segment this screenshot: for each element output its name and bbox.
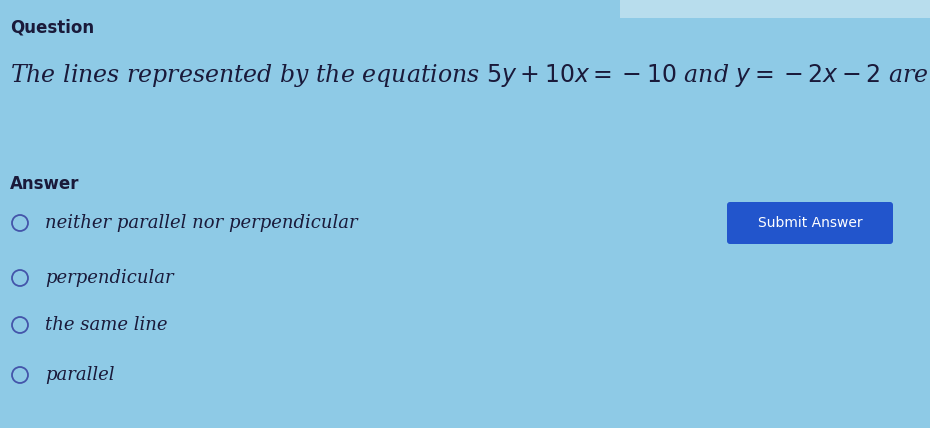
- Text: perpendicular: perpendicular: [45, 269, 174, 287]
- Text: The lines represented by the equations $5y + 10x = -10$ and $y = -2x - 2$ are: The lines represented by the equations $…: [10, 62, 929, 89]
- Text: Question: Question: [10, 18, 94, 36]
- Text: the same line: the same line: [45, 316, 167, 334]
- FancyBboxPatch shape: [727, 202, 893, 244]
- Text: Answer: Answer: [10, 175, 79, 193]
- Text: parallel: parallel: [45, 366, 114, 384]
- FancyBboxPatch shape: [620, 0, 930, 18]
- Text: Submit Answer: Submit Answer: [758, 216, 862, 230]
- Text: neither parallel nor perpendicular: neither parallel nor perpendicular: [45, 214, 358, 232]
